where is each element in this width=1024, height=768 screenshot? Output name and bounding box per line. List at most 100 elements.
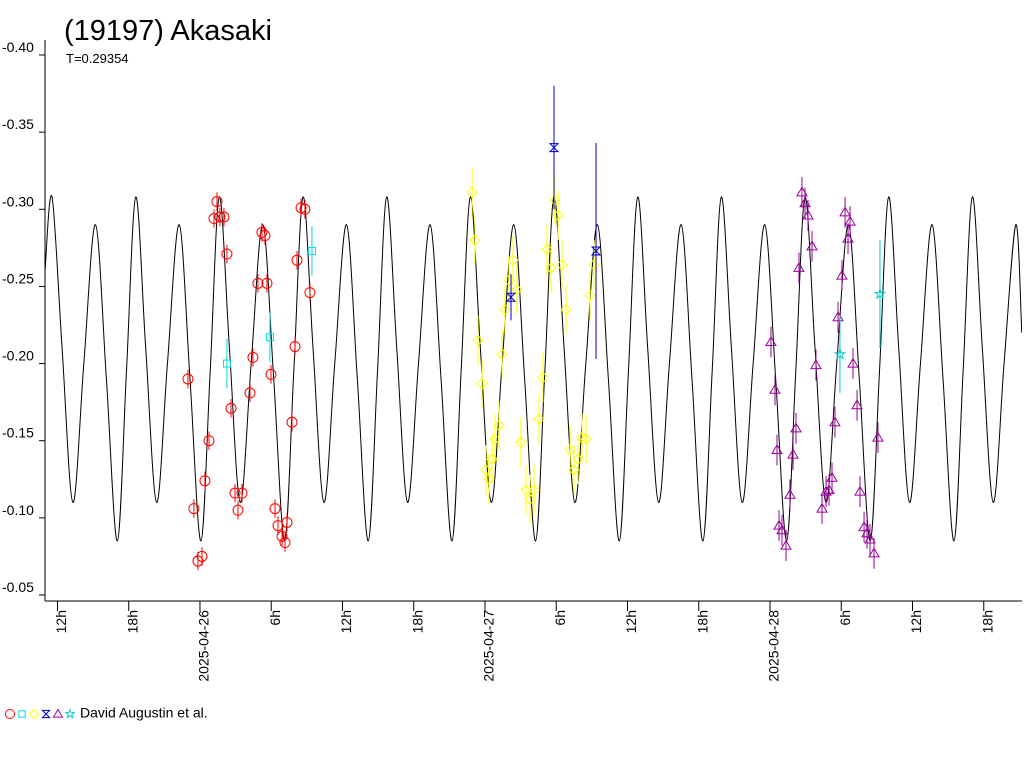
y-tick-label: -0.10 bbox=[2, 502, 34, 518]
data-point bbox=[232, 504, 244, 516]
data-point bbox=[261, 277, 273, 289]
x-tick-label: 12h bbox=[623, 610, 639, 633]
x-tick-label: 2025-04-28 bbox=[766, 610, 782, 682]
data-point bbox=[769, 383, 781, 394]
data-point bbox=[533, 413, 545, 425]
data-point bbox=[552, 209, 564, 222]
data-point bbox=[222, 359, 231, 368]
x-tick-label: 12h bbox=[338, 610, 354, 633]
data-point bbox=[291, 254, 303, 266]
data-point bbox=[214, 211, 226, 223]
chart-title: (19197) Akasaki bbox=[64, 15, 272, 47]
legend-label: David Augustin et al. bbox=[80, 705, 208, 721]
data-point bbox=[472, 334, 484, 347]
data-point bbox=[793, 261, 805, 272]
data-point bbox=[816, 502, 828, 513]
data-point bbox=[568, 464, 580, 476]
legend-marker bbox=[18, 710, 26, 718]
y-tick-label: -0.35 bbox=[2, 116, 34, 132]
data-point bbox=[787, 448, 799, 459]
model-curve bbox=[45, 194, 1022, 542]
data-point bbox=[244, 387, 256, 399]
data-point bbox=[211, 196, 223, 208]
data-point bbox=[771, 443, 783, 454]
data-point bbox=[524, 493, 536, 506]
data-point bbox=[236, 487, 248, 499]
data-point bbox=[864, 533, 876, 544]
data-point bbox=[872, 431, 884, 442]
legend-marker bbox=[52, 708, 64, 718]
data-point bbox=[765, 335, 777, 346]
y-tick-label: -0.15 bbox=[2, 425, 34, 441]
legend-marker bbox=[64, 707, 76, 719]
data-point bbox=[590, 246, 602, 256]
y-tick-label: -0.30 bbox=[2, 193, 34, 209]
data-point bbox=[847, 357, 859, 368]
data-point bbox=[784, 488, 796, 499]
data-point bbox=[528, 484, 540, 496]
data-point bbox=[199, 475, 211, 487]
data-point bbox=[276, 530, 288, 542]
data-point bbox=[503, 274, 515, 286]
data-point bbox=[541, 243, 553, 256]
data-point bbox=[776, 524, 788, 535]
data-point bbox=[868, 547, 880, 558]
data-point bbox=[796, 186, 808, 197]
data-point bbox=[842, 232, 854, 243]
data-point bbox=[196, 550, 208, 562]
data-point bbox=[281, 516, 293, 528]
data-point bbox=[469, 234, 481, 246]
data-point bbox=[289, 341, 301, 353]
data-point bbox=[499, 303, 511, 316]
data-point bbox=[304, 287, 316, 299]
data-point bbox=[489, 433, 501, 445]
data-point bbox=[588, 259, 600, 271]
data-point bbox=[810, 359, 822, 370]
data-point bbox=[218, 211, 230, 223]
data-point bbox=[545, 262, 557, 274]
data-point bbox=[836, 269, 848, 280]
data-point bbox=[826, 471, 838, 482]
data-point bbox=[229, 487, 241, 499]
data-point bbox=[806, 240, 818, 251]
data-point bbox=[584, 289, 596, 302]
data-point bbox=[873, 287, 887, 300]
data-point bbox=[560, 303, 572, 316]
data-point bbox=[572, 453, 584, 465]
data-point bbox=[511, 283, 523, 296]
data-point bbox=[564, 444, 576, 456]
data-point bbox=[252, 277, 264, 289]
x-tick-label: 18h bbox=[694, 610, 710, 633]
data-point bbox=[265, 333, 274, 342]
data-point bbox=[537, 371, 549, 384]
legend-marker bbox=[5, 709, 15, 719]
data-point bbox=[466, 186, 478, 199]
data-point bbox=[225, 402, 237, 414]
data-point bbox=[507, 254, 519, 266]
data-point bbox=[833, 347, 847, 360]
x-tick-label: 6h bbox=[837, 610, 853, 626]
data-point bbox=[307, 246, 316, 255]
data-point bbox=[851, 399, 863, 410]
x-tick-label: 6h bbox=[552, 610, 568, 626]
y-tick-label: -0.05 bbox=[2, 579, 34, 595]
data-point bbox=[548, 143, 560, 153]
data-point bbox=[265, 368, 277, 380]
x-tick-label: 6h bbox=[267, 610, 283, 626]
data-point bbox=[182, 373, 194, 385]
data-point bbox=[829, 416, 841, 427]
data-point bbox=[505, 292, 517, 302]
x-tick-label: 18h bbox=[124, 610, 140, 633]
legend-marker bbox=[28, 708, 40, 720]
data-point bbox=[279, 537, 291, 549]
x-tick-label: 18h bbox=[409, 610, 425, 633]
data-point bbox=[476, 377, 488, 390]
x-tick-label: 12h bbox=[908, 610, 924, 633]
y-tick-label: -0.40 bbox=[2, 39, 34, 55]
x-tick-label: 18h bbox=[979, 610, 995, 633]
legend-marker bbox=[41, 709, 51, 719]
chart-subtitle: T=0.29354 bbox=[66, 51, 129, 66]
data-point bbox=[203, 435, 215, 447]
data-point bbox=[580, 433, 592, 445]
